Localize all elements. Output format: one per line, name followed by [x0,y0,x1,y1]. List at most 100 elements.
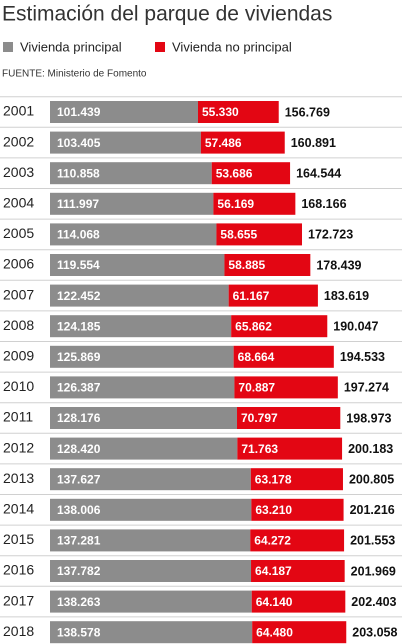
bar-segment [50,560,252,582]
value-label: 138.578 [57,625,101,639]
y-tick-label: 2002 [3,133,34,149]
value-label: 114.068 [57,228,100,242]
bar-segment [50,254,225,276]
bar-segment [237,437,343,460]
y-tick-label: 2018 [3,623,34,639]
value-label: 128.420 [57,442,101,456]
bar-segment [50,192,214,215]
bar-segment [200,131,285,154]
y-tick-label: 2013 [3,470,34,486]
total-label: 201.216 [350,503,395,517]
total-label: 201.553 [350,534,395,548]
y-tick-label: 2007 [3,286,34,302]
bar-segment [50,468,251,491]
value-label: 55.330 [202,105,239,119]
y-tick-label: 2012 [3,439,34,455]
value-label: 65.862 [235,319,272,333]
value-label: 103.405 [57,136,101,150]
total-label: 178.439 [316,258,361,272]
bar-segment [50,529,251,552]
bar-segment [50,621,253,644]
value-label: 138.263 [57,595,101,609]
total-label: 197.274 [344,381,389,395]
value-label: 63.178 [255,472,292,486]
bar-segment [224,254,311,276]
bar-segment [50,407,238,429]
legend-label: Vivienda principal [20,39,122,54]
value-label: 63.210 [255,503,292,517]
y-tick-label: 2017 [3,592,34,608]
value-label: 128.176 [57,411,101,425]
value-label: 101.439 [57,105,101,119]
total-label: 156.769 [285,105,330,119]
value-label: 137.627 [57,472,101,486]
value-label: 68.664 [238,350,275,364]
bar-segment [234,376,338,399]
total-label: 160.891 [291,136,336,150]
bar-segment [197,101,279,123]
y-tick-label: 2010 [3,378,34,394]
y-tick-label: 2015 [3,531,34,547]
y-tick-label: 2011 [3,409,33,425]
value-label: 70.887 [238,381,275,395]
total-label: 198.973 [346,411,391,425]
value-label: 125.869 [57,350,101,364]
y-tick-label: 2005 [3,225,34,241]
bar-segment [216,223,303,246]
total-label: 168.166 [301,197,346,211]
bar-segment [50,223,217,246]
legend-swatch [155,42,165,52]
total-label: 202.403 [351,595,396,609]
bar-segment [50,498,252,521]
total-label: 201.969 [351,564,396,578]
total-label: 200.183 [348,442,393,456]
bar-segment [50,162,212,185]
value-label: 137.782 [57,564,101,578]
total-label: 203.058 [352,625,397,639]
bar-segment [50,101,198,123]
total-label: 164.544 [296,166,341,180]
value-label: 122.452 [57,289,101,303]
bar-segment [50,345,234,368]
bar-segment [251,590,346,613]
y-tick-label: 2016 [3,562,34,578]
value-label: 64.187 [255,564,292,578]
bar-segment [250,529,345,552]
bar-segment [50,315,232,338]
value-label: 110.858 [57,166,100,180]
value-label: 119.554 [57,258,100,272]
value-label: 71.763 [241,442,278,456]
y-tick-label: 2008 [3,317,34,333]
value-label: 111.997 [57,197,99,211]
bar-segment [50,437,238,460]
value-label: 58.655 [220,228,257,242]
total-label: 183.619 [324,289,369,303]
bar-segment [251,498,344,521]
y-tick-label: 2006 [3,256,34,272]
value-label: 56.169 [217,197,254,211]
bar-segment [50,284,229,307]
legend-label: Vivienda no principal [172,39,292,54]
y-tick-label: 2003 [3,164,34,180]
total-label: 190.047 [333,319,378,333]
chart-title: Estimación del parque de viviendas [2,3,332,26]
bar-segment [50,590,252,613]
total-label: 194.533 [340,350,385,364]
bar-segment [251,560,345,582]
value-label: 58.885 [228,258,265,272]
value-label: 70.797 [241,411,278,425]
value-label: 124.185 [57,319,101,333]
value-label: 64.272 [254,534,291,548]
value-label: 64.480 [256,625,293,639]
y-tick-label: 2009 [3,348,34,364]
source: FUENTE: Ministerio de Fomento [2,69,147,80]
bar-segment [50,376,235,399]
value-label: 53.686 [216,166,253,180]
bar-segment [213,192,296,215]
legend-swatch [3,42,13,52]
y-tick-label: 2014 [3,501,34,517]
bar-segment [250,468,343,491]
bar-segment [50,131,201,154]
total-label: 172.723 [308,228,353,242]
